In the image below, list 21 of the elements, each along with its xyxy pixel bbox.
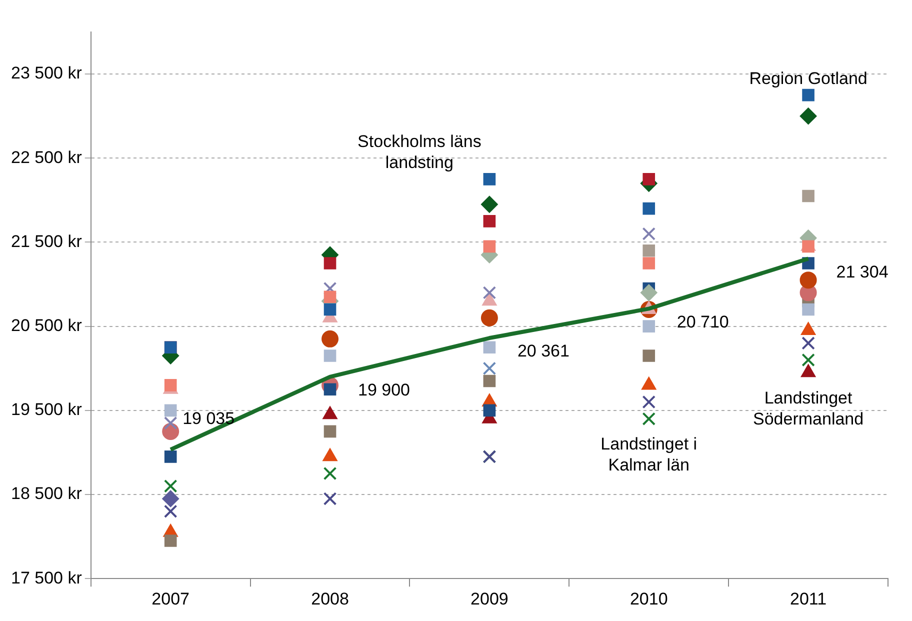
x-tick-label: 2011 bbox=[790, 589, 827, 608]
data-label: 19 035 bbox=[182, 409, 235, 428]
y-tick-label: 23 500 kr bbox=[10, 64, 82, 83]
data-label: 20 361 bbox=[517, 342, 570, 361]
x-tick-label: 2010 bbox=[630, 589, 668, 608]
annotation: Landstinget i Kalmar län bbox=[600, 434, 698, 475]
y-tick-label: 22 500 kr bbox=[10, 148, 82, 167]
annotation: Stockholms läns landsting bbox=[358, 132, 482, 172]
y-tick-label: 19 500 kr bbox=[10, 400, 82, 420]
annotation: Landstinget Södermanland bbox=[753, 388, 864, 428]
y-tick-label: 21 500 kr bbox=[10, 232, 82, 251]
x-tick-label: 2007 bbox=[152, 589, 190, 608]
y-tick-label: 20 500 kr bbox=[10, 316, 82, 336]
y-tick-label: 18 500 kr bbox=[10, 484, 82, 504]
x-tick-label: 2008 bbox=[311, 589, 349, 608]
data-label: 21 304 bbox=[836, 262, 888, 282]
data-label: 19 900 bbox=[358, 380, 410, 400]
annotation: Region Gotland bbox=[749, 68, 868, 88]
data-label: 20 710 bbox=[676, 312, 729, 332]
x-tick-label: 2009 bbox=[470, 589, 508, 608]
y-tick-label: 17 500 kr bbox=[10, 568, 82, 588]
